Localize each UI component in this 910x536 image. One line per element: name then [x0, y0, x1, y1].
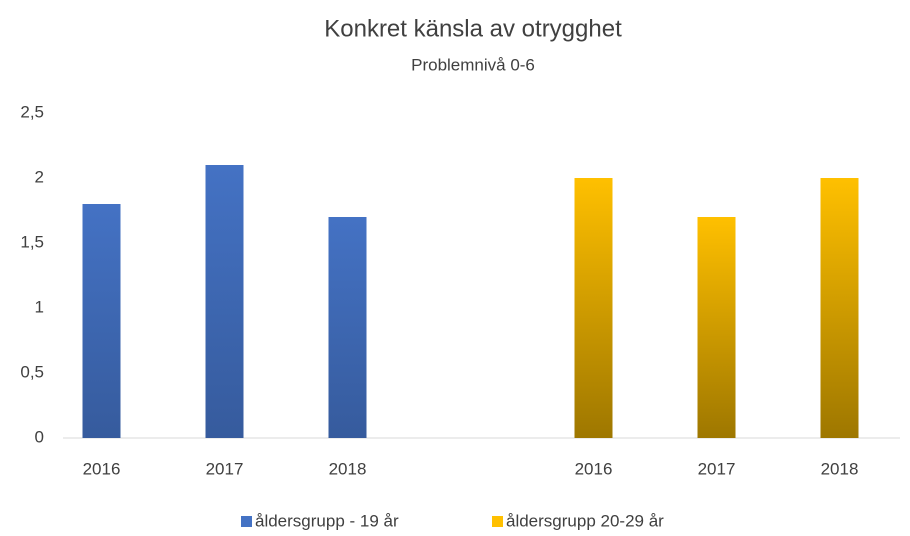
bar: [697, 217, 736, 438]
bar: [328, 217, 367, 438]
legend-swatch: [241, 516, 252, 527]
chart-subtitle: Problemnivå 0-6: [411, 55, 535, 74]
bar: [820, 178, 859, 438]
bar: [205, 165, 244, 438]
y-tick-label: 2,5: [20, 102, 44, 121]
bar: [574, 178, 613, 438]
y-tick-label: 1,5: [20, 232, 44, 251]
x-tick-label: 2018: [329, 459, 367, 478]
y-tick-label: 0: [35, 427, 44, 446]
y-tick-label: 1: [35, 297, 44, 316]
chart-title: Konkret känsla av otrygghet: [324, 15, 622, 42]
legend-swatch: [492, 516, 503, 527]
legend-label: åldersgrupp 20-29 år: [506, 511, 664, 530]
legend-label: åldersgrupp - 19 år: [255, 511, 399, 530]
x-tick-label: 2018: [821, 459, 859, 478]
x-tick-label: 2016: [575, 459, 613, 478]
x-tick-label: 2017: [698, 459, 736, 478]
y-tick-label: 2: [35, 167, 44, 186]
x-tick-label: 2016: [83, 459, 121, 478]
x-tick-label: 2017: [206, 459, 244, 478]
bar: [82, 204, 121, 438]
y-tick-label: 0,5: [20, 362, 44, 381]
